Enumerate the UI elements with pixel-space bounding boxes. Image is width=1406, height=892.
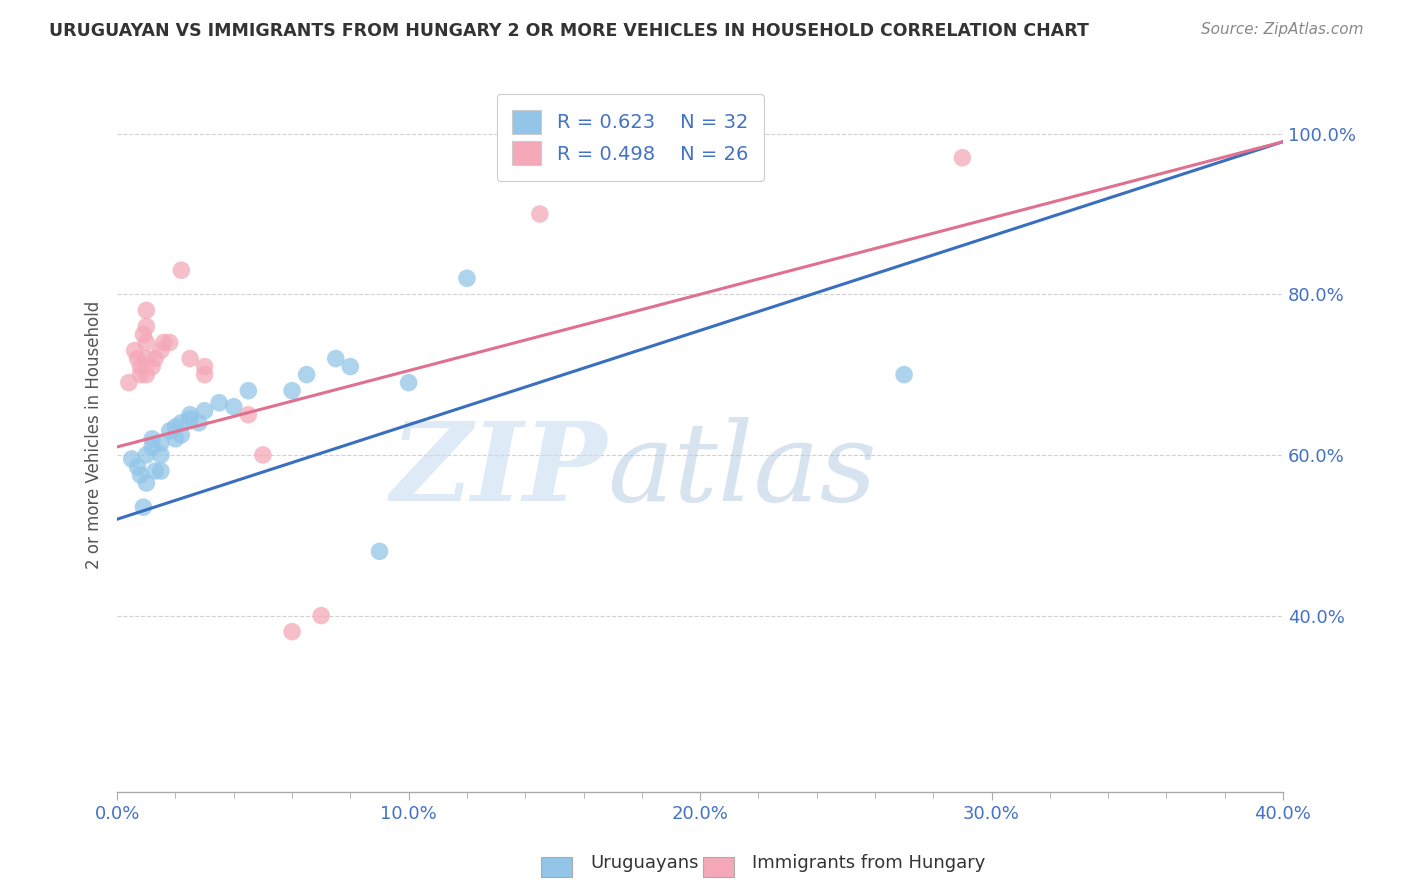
Bar xyxy=(541,857,572,877)
Point xyxy=(238,408,260,422)
Point xyxy=(135,319,157,334)
Point xyxy=(149,343,172,358)
Point xyxy=(529,207,551,221)
Point xyxy=(295,368,318,382)
Point xyxy=(222,400,245,414)
Point xyxy=(153,335,176,350)
Point xyxy=(135,476,157,491)
Text: Immigrants from Hungary: Immigrants from Hungary xyxy=(752,855,986,872)
Point xyxy=(149,436,172,450)
Text: Uruguayans: Uruguayans xyxy=(591,855,699,872)
Point xyxy=(135,335,157,350)
Point xyxy=(194,368,217,382)
Point xyxy=(118,376,141,390)
Point xyxy=(143,351,166,366)
Point xyxy=(135,351,157,366)
Point xyxy=(170,416,193,430)
Point xyxy=(149,448,172,462)
Text: URUGUAYAN VS IMMIGRANTS FROM HUNGARY 2 OR MORE VEHICLES IN HOUSEHOLD CORRELATION: URUGUAYAN VS IMMIGRANTS FROM HUNGARY 2 O… xyxy=(49,22,1090,40)
Point xyxy=(456,271,478,285)
Point xyxy=(141,440,163,454)
Point xyxy=(143,464,166,478)
Point xyxy=(127,460,149,475)
Point xyxy=(339,359,361,374)
Point xyxy=(187,416,209,430)
Point xyxy=(129,468,152,483)
Point xyxy=(141,359,163,374)
Point xyxy=(149,464,172,478)
Point xyxy=(281,384,304,398)
Point xyxy=(121,452,143,467)
Point xyxy=(325,351,347,366)
Text: Source: ZipAtlas.com: Source: ZipAtlas.com xyxy=(1201,22,1364,37)
Point xyxy=(252,448,274,462)
Point xyxy=(165,420,187,434)
Point xyxy=(132,500,155,515)
Point xyxy=(208,395,231,409)
Point xyxy=(179,412,201,426)
Point xyxy=(135,368,157,382)
Bar xyxy=(703,857,734,877)
Point xyxy=(129,359,152,374)
Point xyxy=(398,376,420,390)
Point xyxy=(194,404,217,418)
Point xyxy=(127,351,149,366)
Point xyxy=(309,608,332,623)
Point xyxy=(135,303,157,318)
Point xyxy=(165,432,187,446)
Point xyxy=(170,263,193,277)
Text: atlas: atlas xyxy=(607,417,876,524)
Point xyxy=(159,424,181,438)
Point xyxy=(893,368,915,382)
Point xyxy=(132,327,155,342)
Point xyxy=(159,335,181,350)
Point xyxy=(179,408,201,422)
Point xyxy=(141,432,163,446)
Point xyxy=(950,151,973,165)
Point xyxy=(194,359,217,374)
Text: ZIP: ZIP xyxy=(391,417,607,524)
Point xyxy=(129,368,152,382)
Point xyxy=(135,448,157,462)
Point xyxy=(124,343,146,358)
Point xyxy=(368,544,391,558)
Point xyxy=(179,351,201,366)
Y-axis label: 2 or more Vehicles in Household: 2 or more Vehicles in Household xyxy=(86,301,103,569)
Point xyxy=(238,384,260,398)
Point xyxy=(281,624,304,639)
Point xyxy=(170,428,193,442)
Legend: R = 0.623    N = 32, R = 0.498    N = 26: R = 0.623 N = 32, R = 0.498 N = 26 xyxy=(496,95,763,181)
